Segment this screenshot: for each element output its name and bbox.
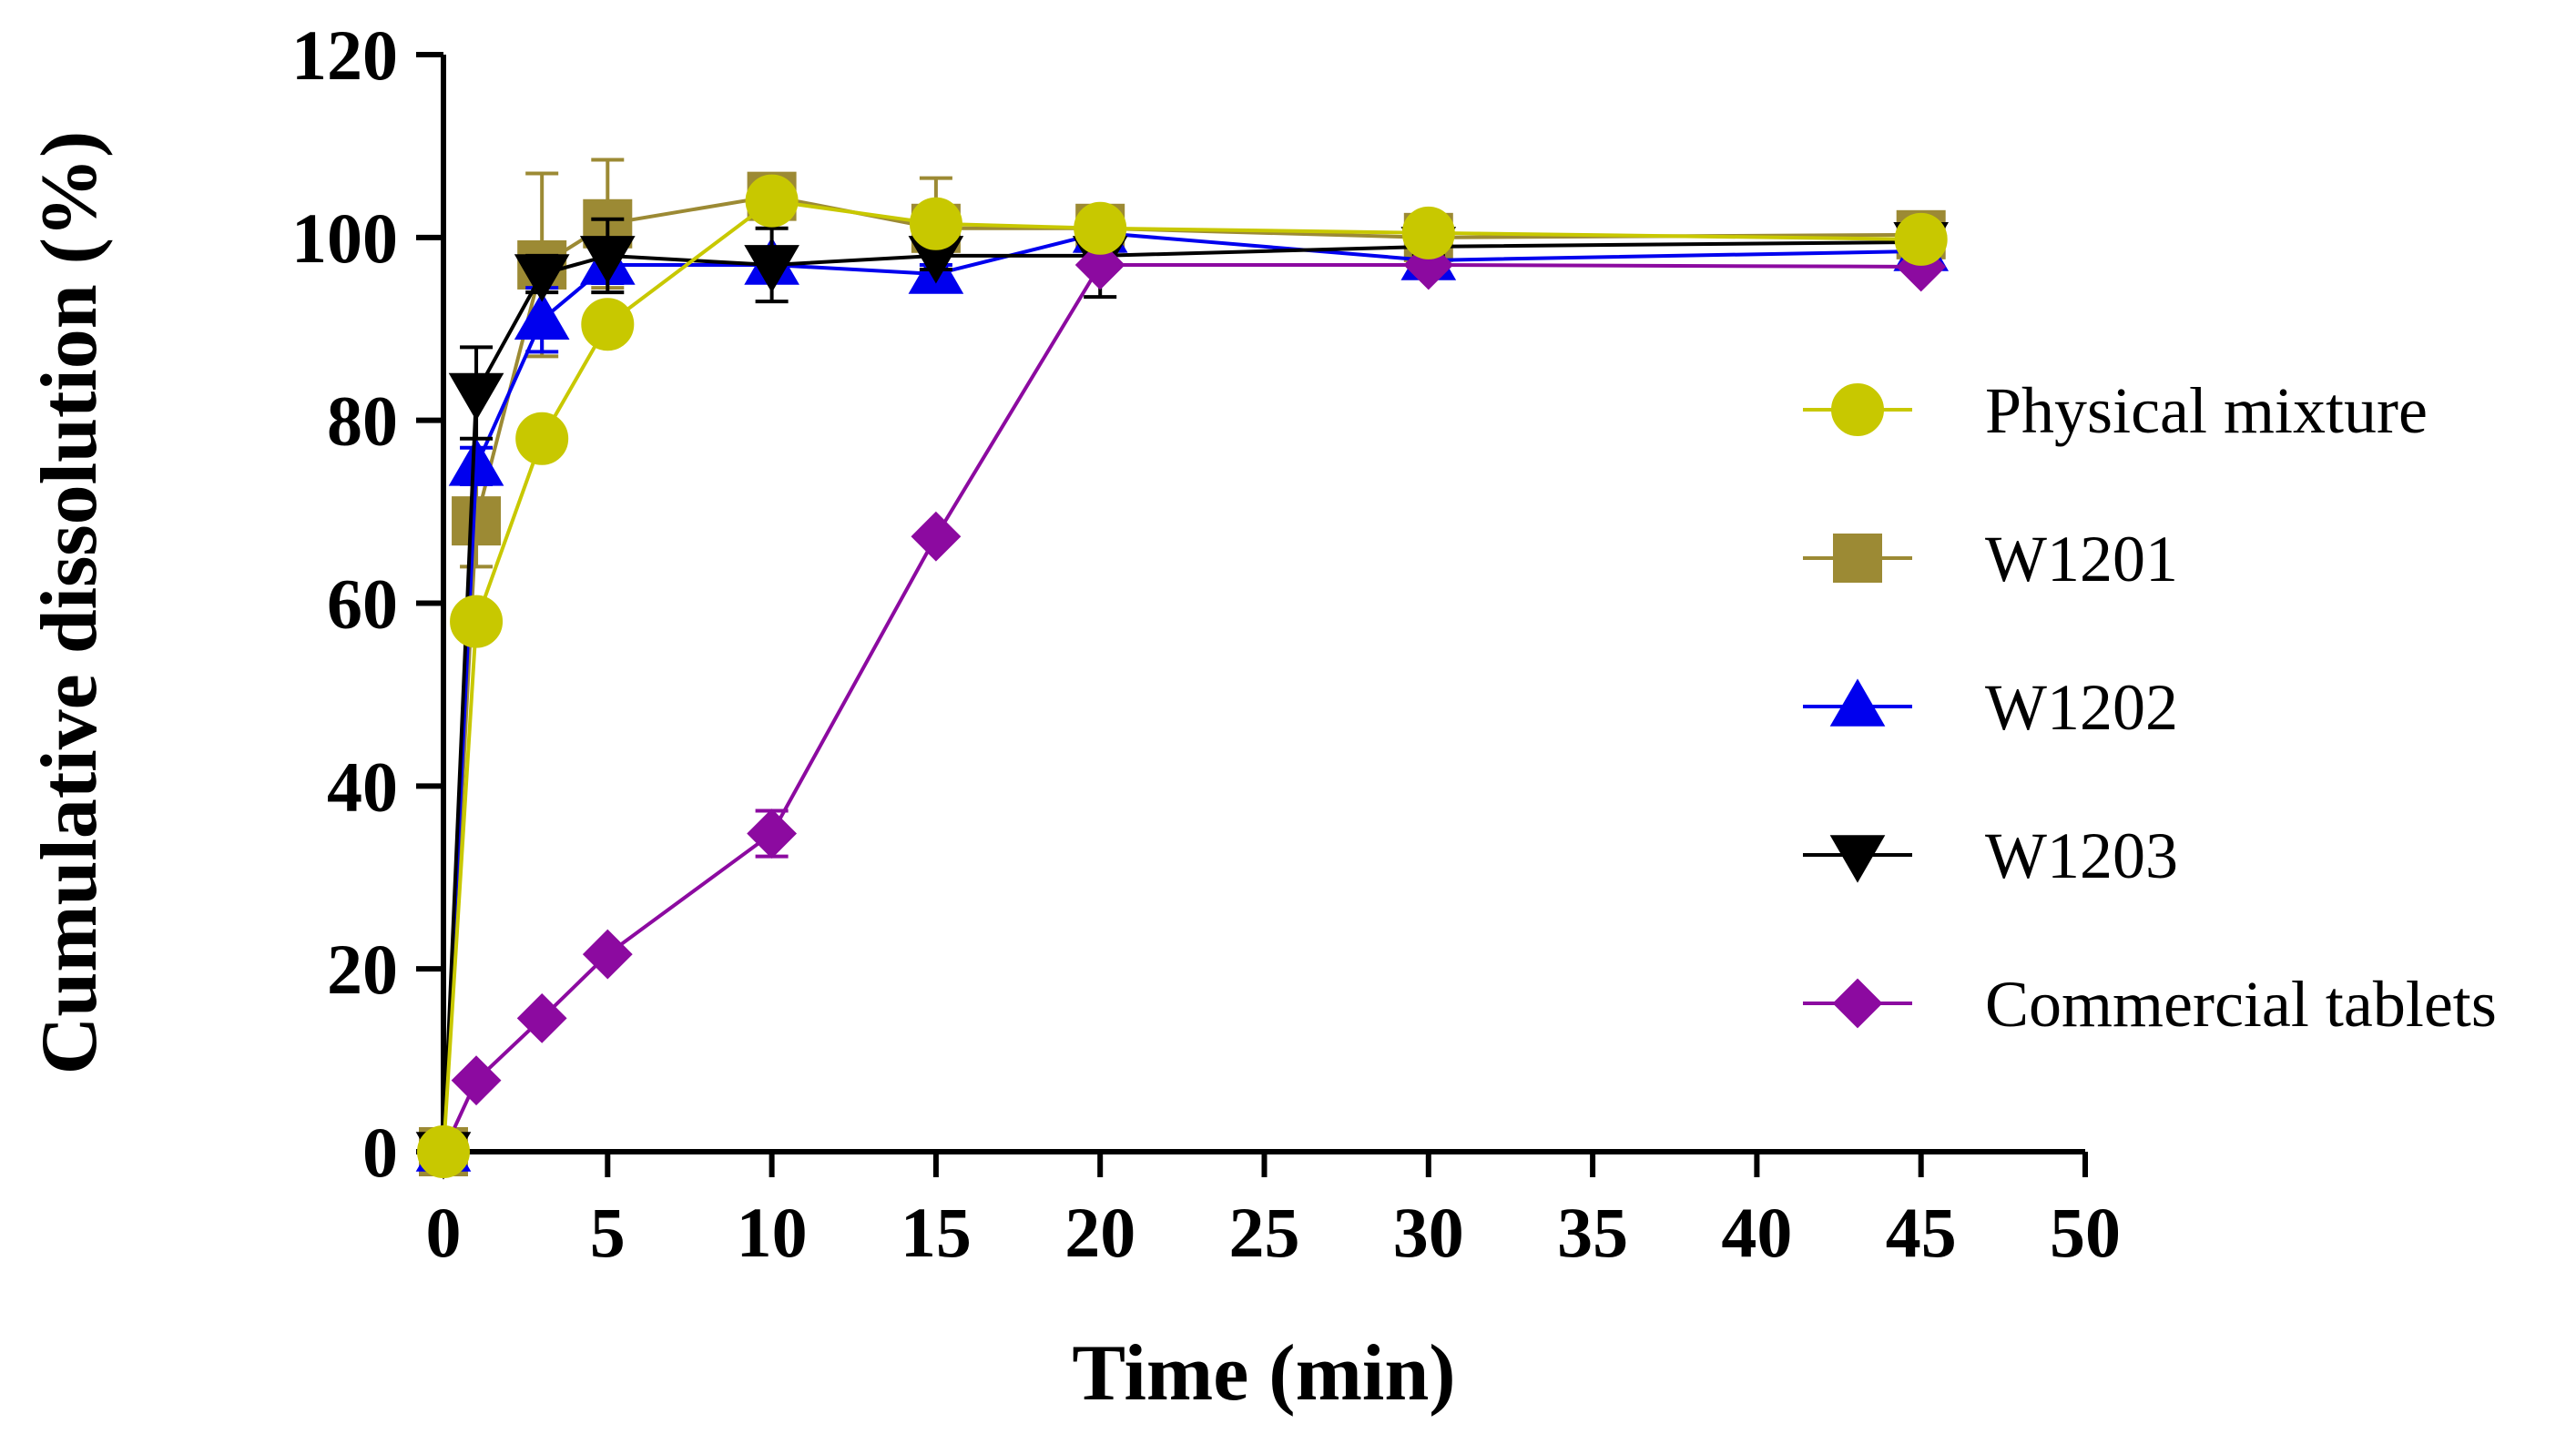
y-tick-label: 120 (291, 15, 398, 95)
y-ticks: 0 20 40 60 80 100 120 (291, 15, 443, 1192)
series-physical-mixture (417, 174, 1948, 1178)
data-point (451, 1055, 502, 1106)
series-line (442, 198, 1921, 1153)
y-tick-label: 100 (291, 198, 398, 278)
legend-label: Physical mixture (1985, 374, 2428, 447)
data-point (514, 291, 570, 341)
legend-label: W1202 (1985, 671, 2178, 744)
x-tick-label: 50 (2050, 1193, 2121, 1272)
series-layer (415, 158, 1950, 1180)
x-axis-title: Time (min) (1072, 1329, 1455, 1418)
x-ticks: 0 5 10 15 20 25 30 35 40 45 50 (426, 1152, 2121, 1272)
series-line (442, 239, 1921, 1153)
data-point (1401, 206, 1455, 259)
data-point (911, 511, 962, 562)
legend-item: Physical mixture (1803, 374, 2428, 447)
legend-marker (1831, 383, 1884, 436)
data-point (747, 808, 798, 859)
series-line (442, 194, 1921, 1153)
x-tick-label: 30 (1393, 1193, 1464, 1272)
data-point (1074, 201, 1127, 255)
data-point (516, 992, 567, 1043)
x-tick-label: 40 (1721, 1193, 1792, 1272)
y-tick-label: 20 (327, 930, 398, 1009)
data-point (450, 595, 504, 648)
legend-item: W1202 (1803, 671, 2178, 744)
data-point (515, 412, 569, 465)
y-tick-label: 80 (327, 381, 398, 461)
series-w1202 (415, 205, 1950, 1172)
series-w1203 (415, 212, 1950, 1180)
x-tick-label: 20 (1064, 1193, 1135, 1272)
legend-item: W1201 (1803, 523, 2178, 595)
data-point (909, 197, 962, 250)
axes: 0 5 10 15 20 25 30 35 40 45 50 0 20 40 60 80 100 120 (291, 15, 2121, 1272)
x-tick-label: 10 (737, 1193, 808, 1272)
data-point (448, 438, 504, 486)
legend-marker (1832, 978, 1883, 1029)
x-tick-label: 15 (901, 1193, 972, 1272)
legend-marker (1829, 678, 1886, 727)
data-point (579, 236, 636, 284)
series-line (442, 262, 1921, 1153)
y-tick-label: 0 (362, 1113, 398, 1192)
series-commercial-tablets (418, 239, 1947, 1177)
x-tick-label: 45 (1886, 1193, 1957, 1272)
legend-label: W1201 (1985, 523, 2178, 595)
legend-label: Commercial tablets (1985, 968, 2497, 1041)
data-point (745, 174, 799, 228)
data-point (448, 372, 504, 422)
x-tick-label: 0 (426, 1193, 462, 1272)
legend-item: Commercial tablets (1803, 968, 2497, 1041)
data-point (1894, 212, 1948, 266)
legend-item: W1203 (1803, 819, 2178, 892)
legend-label: W1203 (1985, 819, 2178, 892)
x-tick-label: 5 (590, 1193, 626, 1272)
x-tick-label: 25 (1229, 1193, 1300, 1272)
y-axis-title: Cumulative dissolution (%) (25, 131, 114, 1075)
legend: Physical mixture W1201 W1202 W1203 Commercia… (1803, 374, 2497, 1041)
data-point (1074, 239, 1125, 290)
data-point (417, 1125, 470, 1178)
series-w1201 (419, 158, 1946, 1176)
data-point (514, 254, 570, 302)
y-tick-label: 40 (327, 747, 398, 826)
y-tick-label: 60 (327, 564, 398, 644)
data-point (582, 929, 633, 980)
x-tick-label: 35 (1557, 1193, 1628, 1272)
series-line (442, 230, 1921, 1153)
data-point (581, 298, 635, 351)
data-point (744, 245, 799, 293)
legend-marker (1829, 835, 1886, 883)
data-point (452, 496, 502, 546)
legend-marker (1833, 534, 1882, 583)
